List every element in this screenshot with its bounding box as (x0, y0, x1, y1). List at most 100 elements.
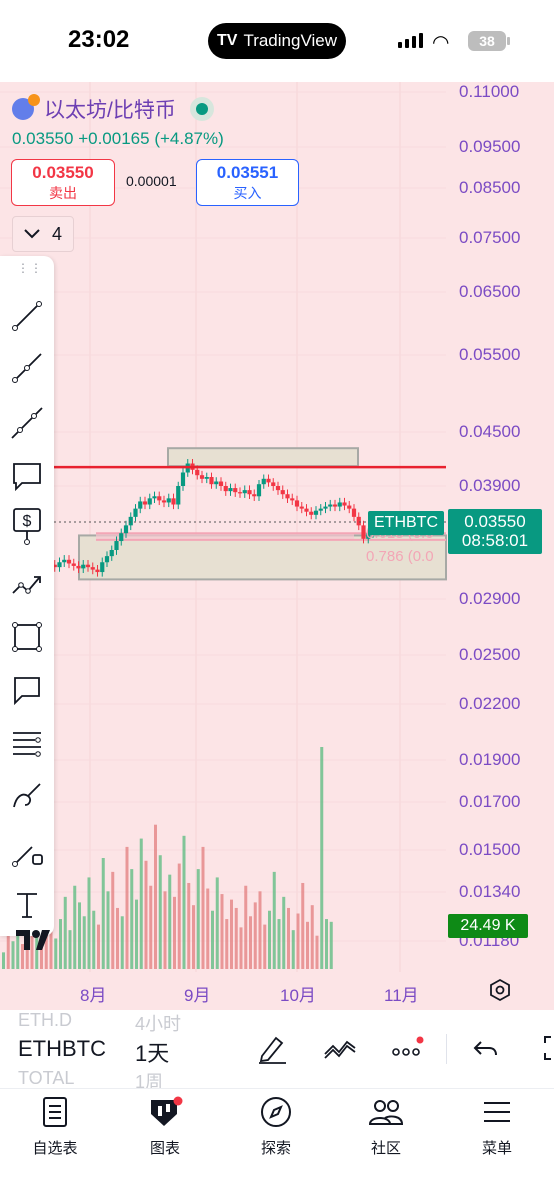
ghost-symbol-next[interactable]: TOTAL (18, 1068, 75, 1088)
volume-bars (2, 747, 333, 969)
candle-body (328, 504, 333, 507)
volume-bar (49, 907, 53, 969)
comment-icon[interactable] (7, 670, 47, 710)
price-axis-label: 0.02500 (459, 645, 521, 664)
market-open-icon[interactable] (189, 97, 214, 121)
candle-body (218, 481, 224, 486)
volume-bar (268, 910, 271, 969)
price-axis-label: 0.06500 (459, 282, 521, 301)
volume-bar (306, 921, 309, 969)
volume-bar (11, 941, 15, 969)
volume-bar (277, 919, 281, 969)
path-icon[interactable] (7, 563, 47, 603)
candle-body (66, 559, 72, 564)
volume-bar (82, 916, 86, 969)
candle-body (294, 500, 300, 507)
symbol-header[interactable]: 以太坊/比特币 (12, 94, 214, 124)
volume-bar (253, 902, 257, 969)
price-axis-label: 0.09500 (459, 137, 521, 156)
indicators-collapse-button[interactable]: 4 (12, 216, 74, 252)
ghost-symbol-prev[interactable]: ETH.D (18, 1010, 72, 1030)
rectangle-icon[interactable] (7, 617, 47, 657)
price-axis-label: 0.04500 (459, 422, 521, 441)
ghost-interval-next[interactable]: 1周 (135, 1072, 164, 1088)
time-label-aug: 8月 (80, 986, 107, 1005)
price-axis-label: 0.03900 (459, 476, 521, 495)
volume-bar (187, 882, 191, 969)
volume-bar (125, 846, 129, 969)
volume-bar (310, 905, 314, 969)
interval-selector[interactable]: 1天 (135, 1041, 170, 1066)
candle-body (52, 564, 57, 568)
parallel-channel-icon[interactable] (7, 722, 47, 762)
more-options-button[interactable] (386, 1028, 426, 1068)
chart-settings-hexagon-icon[interactable] (488, 978, 512, 1002)
buy-label: 买入 (233, 185, 262, 201)
symbol-selector[interactable]: ETHBTC (18, 1036, 106, 1061)
spread-value: 0.00001 (126, 173, 177, 189)
price-axis-label: 0.02900 (459, 589, 521, 608)
candle-body (71, 563, 76, 566)
ghost-interval-prev[interactable]: 4小时 (135, 1014, 182, 1034)
volume-bar (73, 885, 77, 969)
chart-grid (0, 82, 446, 972)
volume-bar (239, 927, 243, 969)
arrow-marker-icon[interactable] (7, 832, 47, 872)
volume-bar (163, 891, 167, 969)
volume-bar (249, 916, 252, 969)
nav-chart[interactable]: 图表 (120, 1095, 210, 1158)
indicator-count: 4 (51, 223, 62, 244)
indicators-button[interactable] (320, 1028, 360, 1068)
trend-line-icon[interactable] (7, 296, 47, 336)
volume-bar (130, 869, 134, 969)
toolbar-drag-handle-icon[interactable]: ⋮⋮ (17, 261, 43, 275)
resistance-zone-rect (167, 447, 359, 468)
drawing-toolbar: ⋮⋮ $ (0, 256, 54, 936)
tradingview-logo-icon: TV (216, 32, 238, 49)
callout-icon[interactable] (7, 456, 47, 496)
status-time: 23:02 (68, 26, 130, 53)
price-axis-label: 0.01500 (459, 840, 521, 859)
last-price: 0.03550 (12, 129, 74, 148)
time-label-oct: 10月 (280, 986, 316, 1005)
undo-button[interactable] (466, 1028, 506, 1068)
volume-bar (92, 910, 96, 969)
buy-button[interactable]: 0.03551 买入 (196, 159, 299, 206)
nav-label-watchlist: 自选表 (32, 1140, 78, 1157)
sell-button[interactable]: 0.03550 卖出 (11, 159, 115, 206)
ray-icon[interactable] (7, 348, 47, 388)
price-label-icon[interactable]: $ (7, 506, 47, 546)
price-axis-label: 0.01340 (459, 882, 521, 901)
candle-body (280, 490, 285, 495)
price-chart[interactable] (0, 82, 554, 1010)
nav-label-chart: 图表 (149, 1140, 180, 1157)
fullscreen-button[interactable] (528, 1028, 554, 1068)
symbol-name[interactable]: 以太坊/比特币 (44, 99, 176, 122)
nav-menu[interactable]: 菜单 (452, 1095, 542, 1158)
volume-bar (25, 935, 29, 969)
candle-body (323, 506, 328, 509)
nav-community[interactable]: 社区 (341, 1095, 431, 1158)
volume-bar (320, 747, 324, 969)
eth-btc-coin-icon (12, 94, 40, 120)
brush-icon[interactable] (7, 776, 47, 816)
more-dots-icon (392, 1036, 424, 1056)
text-tool-icon[interactable] (7, 885, 47, 925)
candle-body (228, 488, 233, 492)
candle-body (176, 486, 181, 505)
candle-body (366, 533, 371, 539)
cellular-signal-icon (398, 33, 423, 48)
volume-bar (272, 871, 276, 969)
candle-body (252, 494, 257, 497)
price-axis-label: 0.08500 (459, 178, 521, 197)
volume-bar (258, 891, 262, 969)
bottom-nav: 自选表 图表 探索 社区 菜单 (0, 1088, 554, 1200)
candle-body (247, 490, 252, 495)
nav-watchlist[interactable]: 自选表 (10, 1095, 100, 1158)
nav-explore[interactable]: 探索 (231, 1095, 321, 1158)
volume-bar (54, 938, 58, 969)
drawing-pen-button[interactable] (252, 1028, 292, 1068)
extended-line-icon[interactable] (7, 403, 47, 443)
svg-text:$: $ (23, 513, 32, 530)
chart-area[interactable]: 以太坊/比特币 0.03550 +0.00165 (+4.87%) 0.0355… (0, 82, 554, 1010)
